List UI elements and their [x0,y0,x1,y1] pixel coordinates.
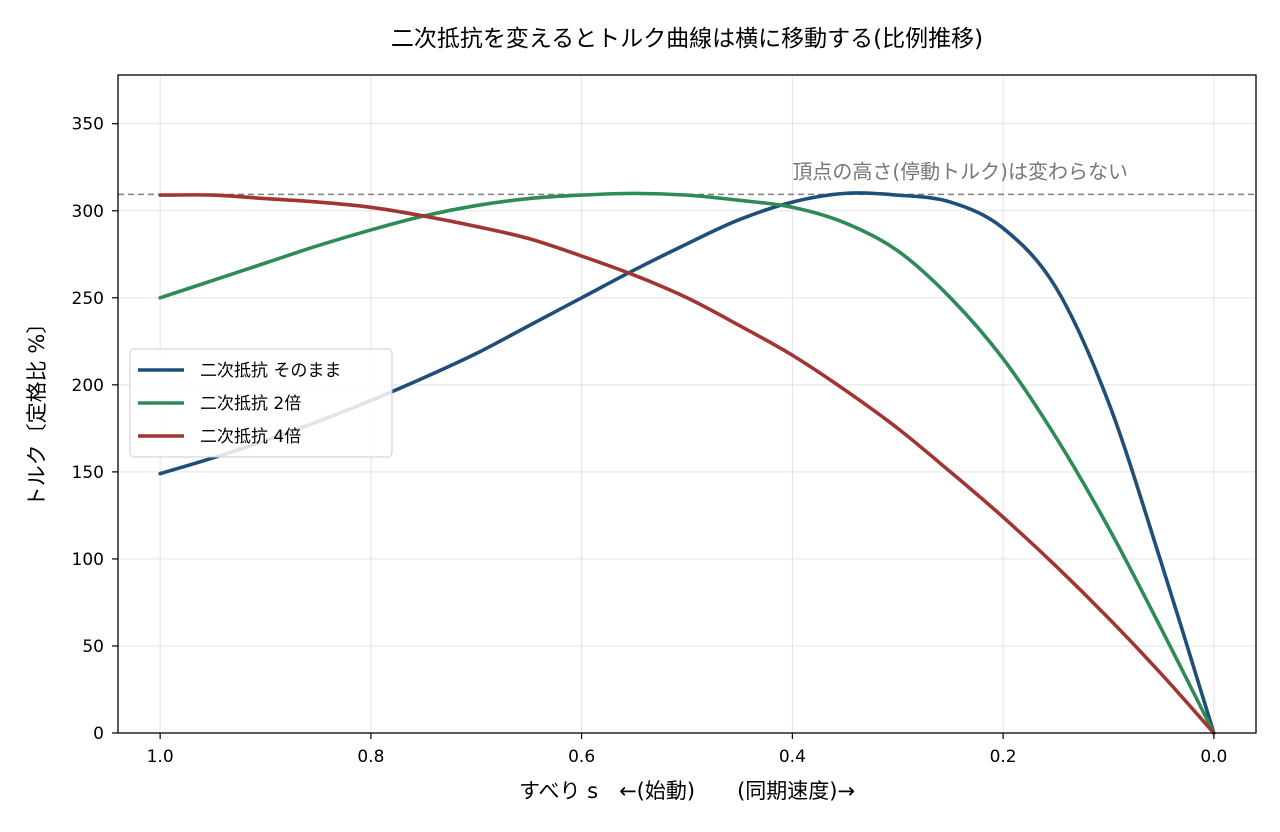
reference-line-group: 頂点の高さ(停動トルク)は変わらない [118,159,1256,196]
legend-label-0: 二次抵抗 そのまま [200,361,341,381]
x-tick-label: 0.2 [990,747,1017,767]
x-axis-ticks: 1.0 0.8 0.6 0.4 0.2 0.0 [147,733,1227,767]
grid [118,75,1256,734]
y-tick-label: 150 [72,463,104,483]
series-line-1 [158,191,1216,735]
reference-annotation: 頂点の高さ(停動トルク)は変わらない [792,159,1128,183]
y-axis-ticks: 0 50 100 150 200 250 300 350 [72,115,118,744]
legend-label-1: 二次抵抗 2倍 [200,394,301,414]
x-tick-label: 0.8 [357,747,384,767]
y-axis-label: トルク〔定格比 %〕 [25,313,49,508]
y-tick-label: 250 [72,289,104,309]
x-axis-label: すべり s ←(始動) (同期速度)→ [519,779,855,803]
chart-title: 二次抵抗を変えるとトルク曲線は横に移動する(比例推移) [391,26,983,52]
x-tick-label: 1.0 [147,747,174,767]
series-line-2 [158,193,1216,735]
y-tick-label: 0 [93,724,104,744]
legend-box [129,348,393,458]
x-tick-label: 0.4 [779,747,806,767]
y-tick-label: 100 [72,550,104,570]
legend-label-2: 二次抵抗 4倍 [200,427,301,447]
plot-frame [117,74,1257,734]
x-tick-label: 0.6 [568,747,595,767]
y-tick-label: 50 [82,637,104,657]
y-tick-label: 200 [72,376,104,396]
x-tick-label: 0.0 [1200,747,1227,767]
y-tick-label: 300 [72,202,104,222]
y-tick-label: 350 [72,115,104,135]
